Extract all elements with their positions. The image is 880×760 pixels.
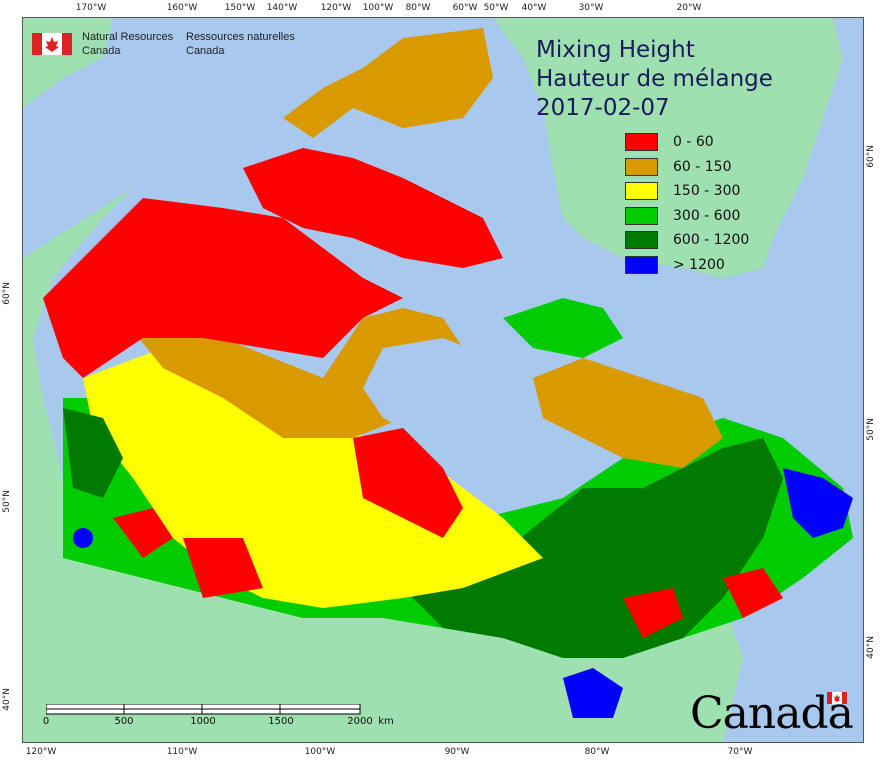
legend-label: 600 - 1200	[673, 232, 750, 248]
greenland-land	[493, 18, 843, 278]
scale-label-1500: 1500	[268, 716, 294, 727]
legend-swatch	[625, 255, 658, 274]
nova-scotia-red	[723, 568, 783, 618]
wordmark-flag-icon	[827, 692, 847, 704]
legend-swatch	[625, 157, 658, 176]
org-french-line1: Ressources naturelles	[186, 31, 295, 43]
map-canvas	[22, 17, 864, 743]
legend-swatch	[625, 231, 658, 249]
left-tick-50n: 50°N	[2, 490, 12, 513]
canada-flag-logo	[32, 33, 72, 55]
legend-label: 0 - 60	[673, 134, 714, 150]
top-tick-20w: 20°W	[676, 3, 702, 13]
newfoundland-blue	[783, 468, 853, 538]
map-title: Mixing Height Hauteur de mélange 2017-02…	[536, 36, 773, 123]
scale-bar	[46, 704, 361, 715]
bc-blue-spot	[73, 528, 93, 548]
bc-red-patch	[113, 508, 173, 558]
left-tick-60n: 60°N	[2, 282, 12, 305]
legend-label: > 1200	[673, 256, 725, 273]
right-tick-60n: 60°N	[866, 145, 876, 168]
top-tick-160w: 160°W	[166, 3, 198, 13]
scale-label-2000: 2000	[347, 716, 373, 727]
top-tick-80w: 80°W	[405, 3, 431, 13]
top-tick-60w: 60°W	[452, 3, 478, 13]
top-tick-140w: 140°W	[266, 3, 298, 13]
red-north	[43, 198, 403, 378]
top-tick-170w: 170°W	[75, 3, 107, 13]
title-english: Mixing Height	[536, 37, 695, 63]
right-tick-50n: 50°N	[866, 418, 876, 441]
dark-green-east	[403, 438, 783, 658]
org-name-english: Natural Resources Canada	[82, 30, 173, 58]
legend-label: 150 - 300	[673, 183, 741, 199]
alaska-land	[23, 188, 133, 742]
top-tick-150w: 150°W	[224, 3, 256, 13]
prairie-red-patch	[183, 538, 263, 598]
legend-label: 60 - 150	[673, 158, 732, 175]
lake-blue	[563, 668, 623, 718]
top-tick-30w: 30°W	[578, 3, 604, 13]
org-english-line2: Canada	[82, 45, 121, 57]
scale-label-0: 0	[42, 716, 50, 727]
canada-wordmark: Canada	[690, 688, 854, 739]
arctic-islands-red	[243, 148, 503, 268]
legend-label: 300 - 600	[673, 207, 741, 224]
org-french-line2: Canada	[186, 45, 225, 57]
scale-label-1000: 1000	[190, 716, 216, 727]
maritimes-red	[623, 588, 683, 638]
bottom-tick-70w: 70°W	[727, 747, 753, 757]
org-name-french: Ressources naturelles Canada	[186, 30, 295, 58]
top-tick-50w: 50°W	[483, 3, 509, 13]
bottom-tick-100w: 100°W	[304, 747, 336, 757]
arctic-islands-orange	[283, 28, 493, 138]
top-tick-100w: 100°W	[362, 3, 394, 13]
title-date: 2017-02-07	[536, 95, 670, 121]
scale-label-500: 500	[114, 716, 134, 727]
bottom-tick-110w: 110°W	[166, 747, 198, 757]
top-tick-120w: 120°W	[320, 3, 352, 13]
legend-swatch	[625, 206, 658, 225]
right-tick-40n: 40°N	[866, 636, 876, 659]
org-english-line1: Natural Resources	[82, 31, 174, 43]
legend-swatch	[625, 182, 658, 200]
scale-unit: km	[378, 716, 394, 727]
baffin-green	[503, 298, 623, 358]
left-tick-40n: 40°N	[2, 688, 12, 711]
bottom-tick-120w: 120°W	[25, 747, 57, 757]
legend-swatch	[625, 133, 658, 151]
title-french: Hauteur de mélange	[536, 66, 773, 92]
bottom-tick-80w: 80°W	[584, 747, 610, 757]
quebec-orange	[533, 358, 723, 468]
hudson-bay	[363, 338, 543, 498]
map-svg	[23, 18, 853, 742]
bottom-tick-90w: 90°W	[444, 747, 470, 757]
red-ontario	[353, 428, 463, 538]
top-tick-40w: 40°W	[521, 3, 547, 13]
bc-dark-green	[63, 408, 123, 498]
